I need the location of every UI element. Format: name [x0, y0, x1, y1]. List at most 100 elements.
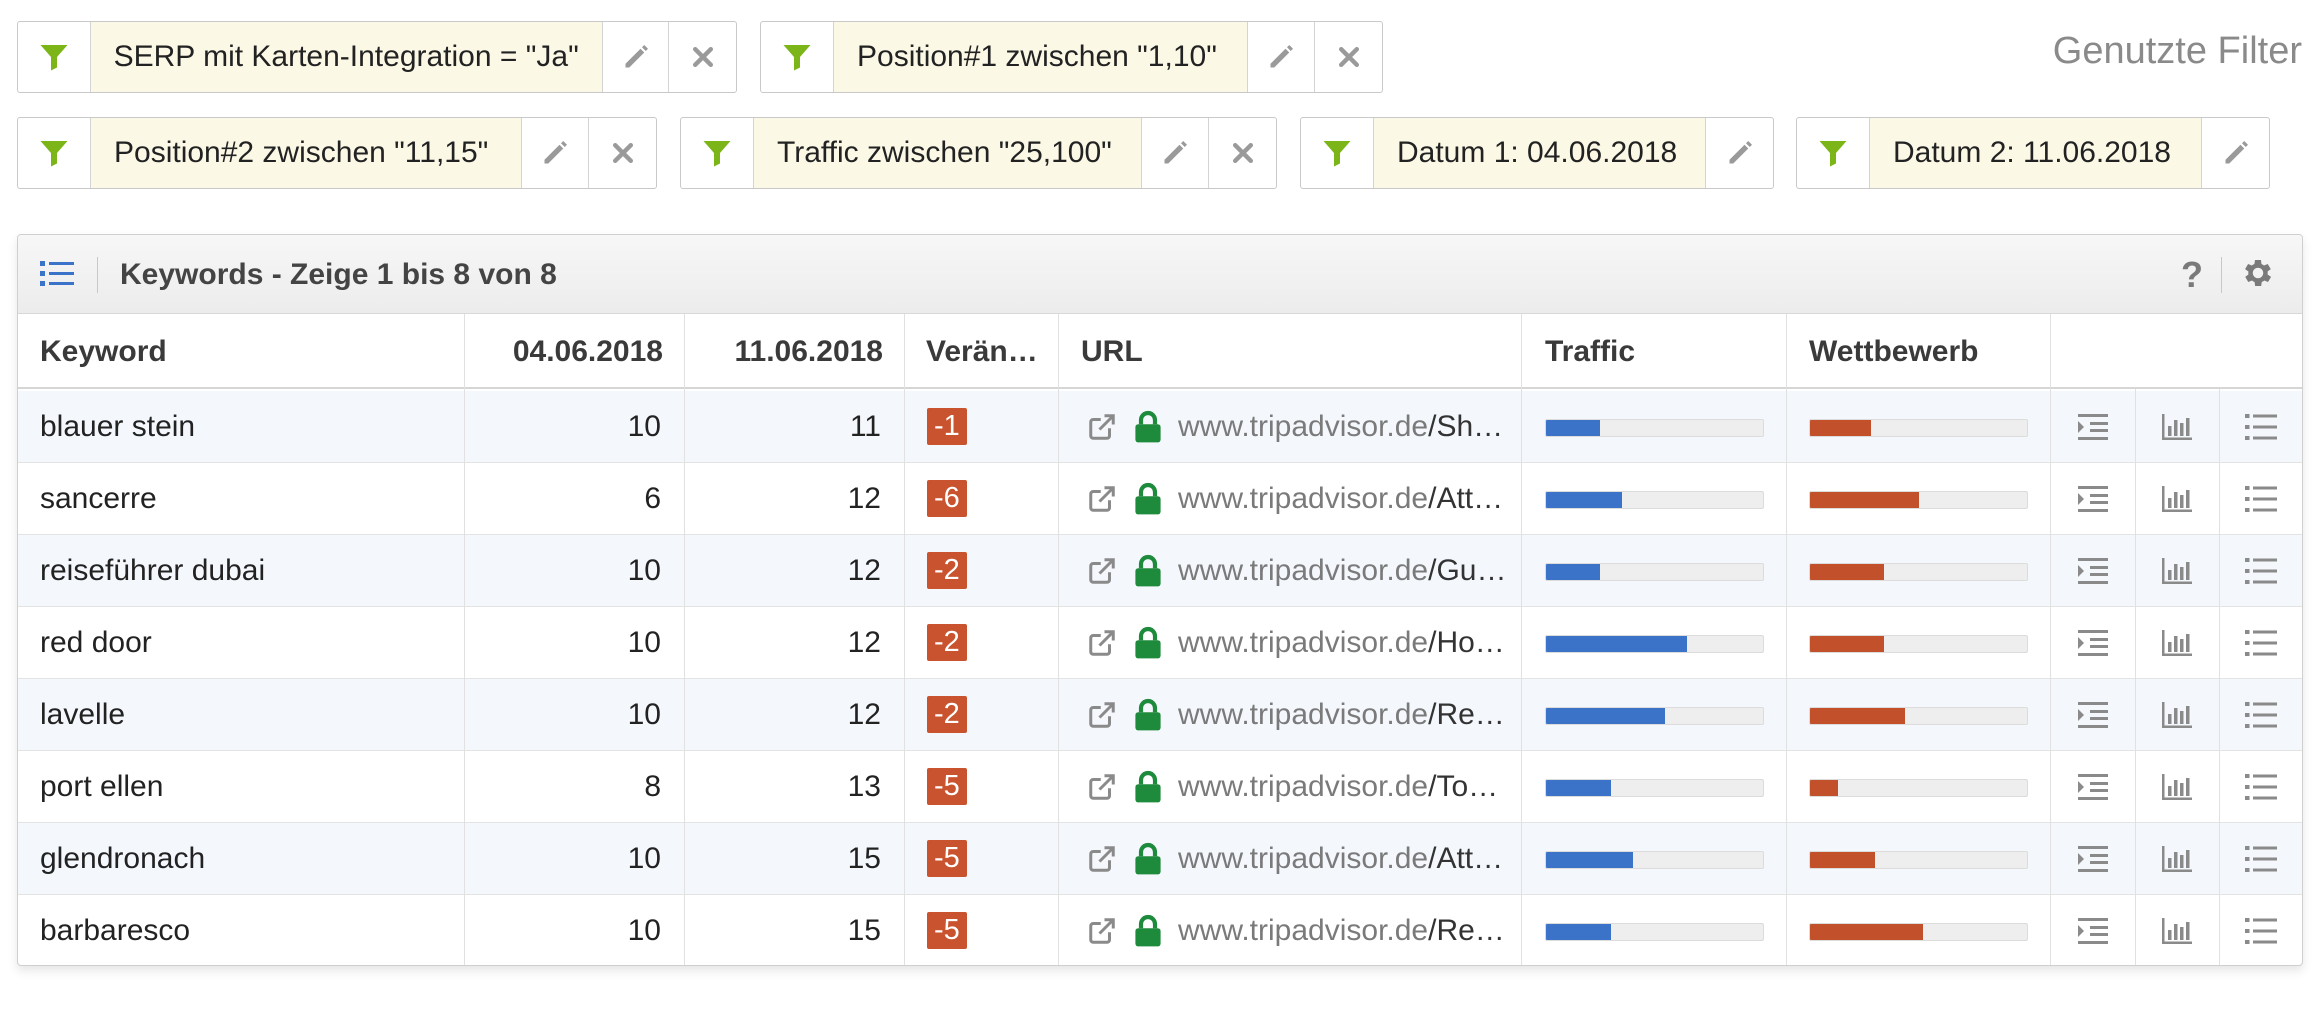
lock-icon: [1135, 770, 1161, 803]
column-header-url[interactable]: URL: [1081, 335, 1143, 368]
row-menu-button[interactable]: [2219, 823, 2302, 895]
change-badge: -2: [927, 696, 967, 733]
competition-bar: [1809, 635, 2028, 653]
ranking-history-button[interactable]: [2135, 607, 2219, 679]
row-menu-button[interactable]: [2219, 535, 2302, 607]
traffic-bar-fill: [1546, 492, 1622, 508]
indent-icon: [2078, 846, 2108, 872]
ranking-history-button[interactable]: [2135, 535, 2219, 607]
traffic-bar-fill: [1546, 636, 1688, 652]
pencil-icon: [1729, 141, 1752, 164]
column-header-keyword[interactable]: Keyword: [40, 335, 167, 368]
ranking-url-link[interactable]: www.tripadvisor.de/Re…: [1178, 895, 1514, 965]
edit-filter-button[interactable]: [2202, 118, 2269, 188]
change-badge: -6: [927, 480, 967, 517]
date1-position-cell: 10: [627, 410, 661, 443]
column-header-change[interactable]: Verän…: [926, 335, 1038, 368]
external-link-icon[interactable]: [1086, 484, 1118, 514]
filter-label: Position#2 zwischen "11,15": [91, 118, 522, 188]
date2-position-cell: 15: [847, 842, 881, 875]
lock-icon: [1135, 410, 1161, 443]
ranking-url-link[interactable]: www.tripadvisor.de/Sh…: [1178, 391, 1514, 463]
date1-position-cell: 10: [627, 914, 661, 947]
edit-filter-button[interactable]: [603, 22, 670, 92]
row-menu-button[interactable]: [2219, 751, 2302, 823]
url-path: /Re…: [1428, 914, 1505, 947]
edit-filter-button[interactable]: [522, 118, 589, 188]
row-menu-button[interactable]: [2219, 607, 2302, 679]
change-badge: -2: [927, 552, 967, 589]
serp-details-button[interactable]: [2051, 823, 2135, 895]
ranking-history-button[interactable]: [2135, 391, 2219, 463]
remove-filter-button[interactable]: [1209, 118, 1276, 188]
competition-bar-fill: [1810, 420, 1871, 436]
serp-details-button[interactable]: [2051, 895, 2135, 965]
ranking-url-link[interactable]: www.tripadvisor.de/Ho…: [1178, 607, 1514, 679]
edit-filter-button[interactable]: [1248, 22, 1315, 92]
help-button[interactable]: ?: [2168, 235, 2216, 314]
ranking-history-button[interactable]: [2135, 679, 2219, 751]
ranking-url-link[interactable]: www.tripadvisor.de/To…: [1178, 751, 1514, 823]
serp-details-button[interactable]: [2051, 463, 2135, 535]
serp-details-button[interactable]: [2051, 535, 2135, 607]
row-menu-button[interactable]: [2219, 895, 2302, 965]
column-header-date1[interactable]: 04.06.2018: [512, 335, 663, 368]
ranking-history-button[interactable]: [2135, 895, 2219, 965]
row-menu-button[interactable]: [2219, 679, 2302, 751]
competition-bar-fill: [1810, 492, 1919, 508]
external-link-icon[interactable]: [1086, 628, 1118, 658]
external-link-icon[interactable]: [1086, 412, 1118, 442]
filter-label: Traffic zwischen "25,100": [754, 118, 1142, 188]
column-header-date2[interactable]: 11.06.2018: [734, 335, 884, 368]
external-link-icon[interactable]: [1086, 772, 1118, 802]
table-row: reiseführer dubai 10 12 -2 www.tripadvisor.d…: [18, 535, 2302, 607]
external-link-icon[interactable]: [1086, 844, 1118, 874]
change-badge: -5: [927, 768, 967, 805]
column-divider: [2219, 389, 2220, 965]
serp-details-button[interactable]: [2051, 607, 2135, 679]
table-row: lavelle 10 12 -2 www.tripadvisor.de/Re…: [18, 679, 2302, 751]
ranking-history-button[interactable]: [2135, 463, 2219, 535]
ranking-url-link[interactable]: www.tripadvisor.de/Gu…: [1178, 535, 1514, 607]
pencil-icon: [2225, 141, 2248, 164]
row-menu-button[interactable]: [2219, 463, 2302, 535]
external-link-icon[interactable]: [1086, 916, 1118, 946]
url-domain: www.tripadvisor.de: [1178, 410, 1429, 443]
keyword-cell: blauer stein: [40, 410, 196, 443]
ranking-url-link[interactable]: www.tripadvisor.de/Re…: [1178, 679, 1514, 751]
serp-details-button[interactable]: [2051, 751, 2135, 823]
ranking-url-link[interactable]: www.tripadvisor.de/Att…: [1178, 463, 1514, 535]
external-link-icon[interactable]: [1086, 556, 1118, 586]
edit-filter-button[interactable]: [1706, 118, 1773, 188]
ranking-url-link[interactable]: www.tripadvisor.de/Att…: [1178, 823, 1514, 895]
edit-filter-button[interactable]: [1142, 118, 1209, 188]
serp-details-button[interactable]: [2051, 391, 2135, 463]
funnel-icon: [681, 118, 754, 188]
pencil-icon: [1270, 45, 1293, 68]
row-menu-button[interactable]: [2219, 391, 2302, 463]
filter-label: SERP mit Karten-Integration = "Ja": [90, 22, 603, 92]
ranking-history-button[interactable]: [2135, 823, 2219, 895]
list-icon[interactable]: [40, 259, 74, 289]
column-header-competition[interactable]: Wettbewerb: [1809, 335, 1979, 368]
traffic-bar-fill: [1546, 852, 1633, 868]
date1-position-cell: 10: [627, 698, 661, 731]
competition-bar: [1809, 491, 2028, 509]
url-path: /Att…: [1428, 842, 1504, 875]
date2-position-cell: 12: [847, 554, 881, 587]
remove-filter-button[interactable]: [1315, 22, 1382, 92]
serp-details-button[interactable]: [2051, 679, 2135, 751]
settings-button[interactable]: [2240, 255, 2280, 295]
column-divider: [1058, 314, 1059, 965]
ranking-history-button[interactable]: [2135, 751, 2219, 823]
column-header-traffic[interactable]: Traffic: [1545, 335, 1636, 368]
competition-bar-fill: [1810, 636, 1884, 652]
close-icon: [612, 142, 633, 164]
remove-filter-button[interactable]: [669, 22, 736, 92]
external-link-icon[interactable]: [1086, 700, 1118, 730]
keyword-cell: glendronach: [40, 842, 206, 875]
competition-bar: [1809, 563, 2028, 581]
date1-position-cell: 6: [644, 482, 661, 515]
keyword-cell: red door: [40, 626, 152, 659]
remove-filter-button[interactable]: [589, 118, 656, 188]
